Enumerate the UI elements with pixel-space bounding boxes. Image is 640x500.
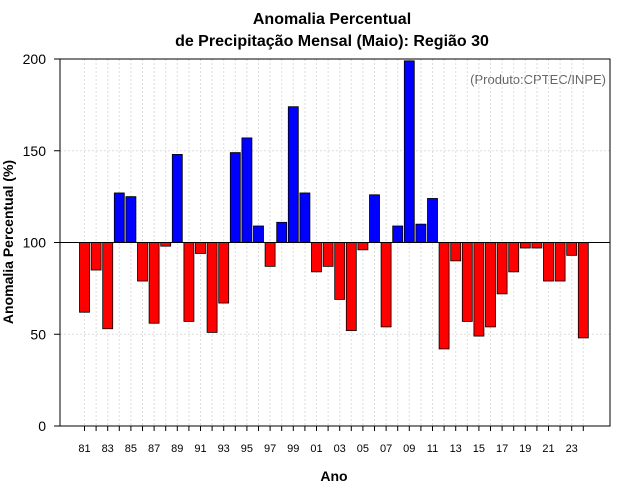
bar-1985 bbox=[125, 196, 137, 243]
x-tick-label: 13 bbox=[450, 443, 462, 455]
bar-1996 bbox=[253, 225, 264, 243]
bar-2017 bbox=[496, 242, 508, 295]
bar-1994 bbox=[229, 152, 241, 243]
x-tick-label: 97 bbox=[264, 443, 276, 455]
bar-2003 bbox=[334, 242, 346, 300]
x-tick-label: 87 bbox=[148, 443, 160, 455]
bar-1991 bbox=[195, 242, 206, 254]
bar-1998 bbox=[276, 221, 288, 243]
bar-1990 bbox=[183, 242, 195, 322]
x-tick-label: 09 bbox=[403, 443, 415, 455]
bar-1984 bbox=[113, 192, 125, 243]
bar-2023 bbox=[566, 242, 578, 256]
bar-1982 bbox=[90, 242, 102, 271]
bar-1992 bbox=[206, 242, 218, 333]
x-tick-label: 85 bbox=[125, 443, 137, 455]
chart-title-line1: Anomalia Percentual bbox=[253, 11, 411, 28]
bar-2002 bbox=[322, 242, 334, 267]
x-tick-label: 89 bbox=[171, 443, 183, 455]
bar-2009 bbox=[403, 60, 415, 243]
bar-1987 bbox=[148, 242, 160, 324]
bar-1999 bbox=[287, 106, 299, 243]
bar-2007 bbox=[380, 242, 392, 328]
bar-2011 bbox=[427, 198, 438, 243]
axes: 0 50 100 150 200 81 83 85 87 89 91 93 95 97 99 01 03 05 07… bbox=[23, 51, 611, 455]
x-tick-label: 21 bbox=[542, 443, 554, 455]
x-tick-label: 83 bbox=[102, 443, 114, 455]
bar-2008 bbox=[392, 225, 404, 243]
bar-1981 bbox=[79, 242, 90, 313]
bar-2006 bbox=[369, 194, 380, 243]
x-tick-label: 99 bbox=[287, 443, 299, 455]
x-tick-label: 93 bbox=[218, 443, 230, 455]
y-tick-label: 50 bbox=[30, 326, 46, 342]
x-tick-label: 07 bbox=[380, 443, 392, 455]
bar-2019 bbox=[519, 242, 531, 249]
bar-2014 bbox=[461, 242, 473, 322]
chart-title-line2: de Precipitação Mensal (Maio): Região 30 bbox=[175, 33, 489, 50]
x-tick-label: 19 bbox=[519, 443, 531, 455]
bar-2000 bbox=[299, 192, 311, 243]
bar-2020 bbox=[531, 242, 543, 249]
y-tick-label: 100 bbox=[23, 235, 47, 251]
x-tick-label: 17 bbox=[496, 443, 508, 455]
bar-2024 bbox=[577, 242, 589, 339]
bar-1993 bbox=[218, 242, 230, 304]
bar-1997 bbox=[264, 242, 276, 267]
bar-2016 bbox=[485, 242, 496, 328]
x-tick-label: 05 bbox=[357, 443, 369, 455]
y-axis-label: Anomalia Percentual (%) bbox=[0, 160, 16, 324]
bar-1988 bbox=[160, 242, 172, 247]
bar-2001 bbox=[311, 242, 322, 273]
x-tick-label: 03 bbox=[334, 443, 346, 455]
bar-2015 bbox=[473, 242, 485, 337]
bar-2004 bbox=[345, 242, 357, 331]
bar-2021 bbox=[543, 242, 554, 282]
bar-1995 bbox=[241, 137, 253, 243]
bar-2013 bbox=[450, 242, 462, 262]
bar-1989 bbox=[171, 154, 183, 243]
x-tick-label: 01 bbox=[310, 443, 322, 455]
bar-2012 bbox=[438, 242, 450, 350]
x-tick-label: 23 bbox=[566, 443, 578, 455]
x-tick-label: 15 bbox=[473, 443, 485, 455]
bar-2022 bbox=[554, 242, 566, 282]
bars bbox=[79, 60, 589, 350]
bar-2018 bbox=[508, 242, 520, 273]
x-tick-label: 11 bbox=[427, 443, 438, 455]
x-tick-label: 81 bbox=[78, 443, 90, 455]
y-tick-label: 150 bbox=[23, 143, 47, 159]
y-tick-label: 200 bbox=[23, 51, 47, 67]
bar-1983 bbox=[102, 242, 114, 330]
x-axis-label: Ano bbox=[320, 468, 347, 484]
y-tick-label: 0 bbox=[38, 418, 46, 434]
x-tick-label: 91 bbox=[194, 443, 206, 455]
bar-2005 bbox=[357, 242, 369, 251]
x-tick-label: 95 bbox=[241, 443, 253, 455]
bar-1986 bbox=[137, 242, 148, 282]
bar-2010 bbox=[415, 223, 427, 243]
